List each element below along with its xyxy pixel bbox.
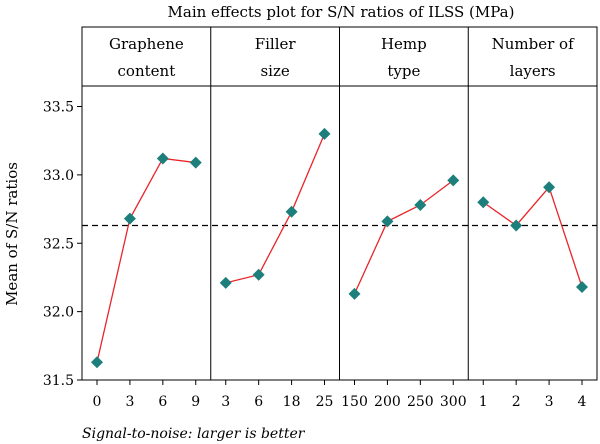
panel-1-x-tick-label-3: 25	[316, 394, 334, 410]
panel-2-point-0	[348, 287, 361, 300]
panel-0-x-tick-label-2: 6	[158, 394, 167, 410]
panel-3-point-1	[510, 219, 523, 232]
panel-1-series-line	[225, 133, 326, 284]
panel-2-series-line	[353, 179, 454, 295]
panel-2-x-tick-label-3: 300	[440, 394, 467, 410]
panel-1-x-tick-label-2: 18	[283, 394, 301, 410]
panel-2-x-tick-label-0: 150	[341, 394, 368, 410]
panel-3-x-tick-label-3: 4	[578, 394, 587, 410]
panel-3-x-tick-label-2: 3	[545, 394, 554, 410]
panel-0-point-1	[123, 212, 136, 225]
panel-2-point-1	[381, 215, 394, 228]
panel-1-point-3	[318, 127, 331, 140]
y-tick-label-2: 32.5	[43, 236, 74, 252]
panel-2-point-2	[414, 198, 427, 211]
panel-3-x-tick-label-0: 1	[479, 394, 488, 410]
panel-0-title-line-1: content	[118, 62, 176, 80]
panel-3-point-2	[543, 181, 556, 194]
panel-1-title-line-1: size	[260, 62, 289, 80]
panel-1-x-tick-label-1: 6	[254, 394, 263, 410]
panel-3-x-tick-label-1: 2	[512, 394, 521, 410]
panel-1-point-2	[285, 205, 298, 218]
panel-0-point-2	[156, 152, 169, 165]
panel-0-title-line-0: Graphene	[109, 35, 184, 53]
y-tick-label-0: 31.5	[43, 373, 74, 389]
panel-0-x-tick-label-3: 9	[191, 394, 200, 410]
panel-1-x-tick-label-0: 3	[221, 394, 230, 410]
panel-0-point-3	[189, 156, 202, 169]
panel-1-point-0	[219, 276, 232, 289]
chart-title: Main effects plot for S/N ratios of ILSS…	[168, 3, 515, 21]
panel-1-title-line-0: Filler	[255, 35, 297, 53]
panel-2-title-line-1: type	[387, 62, 420, 80]
panel-0-x-tick-label-0: 0	[93, 394, 102, 410]
panel-0-point-0	[91, 356, 103, 369]
y-tick-label-1: 32.0	[43, 305, 74, 321]
panel-3-title-line-1: layers	[510, 62, 556, 80]
panel-2-x-tick-label-2: 250	[407, 394, 434, 410]
panel-3-point-3	[576, 281, 588, 294]
plot-area: 31.5 32.0 32.5 33.0 33.5 Graphene content 0 3 6 9 F…	[43, 26, 598, 410]
y-tick-label-4: 33.5	[43, 100, 74, 116]
y-axis-label: Mean of S/N ratios	[3, 162, 21, 306]
panel-0-x-tick-label-1: 3	[125, 394, 134, 410]
footnote: Signal-to-noise: larger is better	[82, 426, 306, 442]
panel-3-point-0	[477, 196, 490, 209]
panel-2-title-line-0: Hemp	[381, 35, 427, 53]
panel-2-point-3	[447, 174, 460, 187]
panel-0-series-line	[96, 157, 196, 363]
panel-1-point-1	[252, 268, 265, 281]
panel-3-series-line	[482, 185, 583, 288]
y-tick-label-3: 33.0	[43, 168, 74, 184]
panel-3-title-line-0: Number of	[492, 35, 575, 53]
panel-2-x-tick-label-1: 200	[374, 394, 401, 410]
